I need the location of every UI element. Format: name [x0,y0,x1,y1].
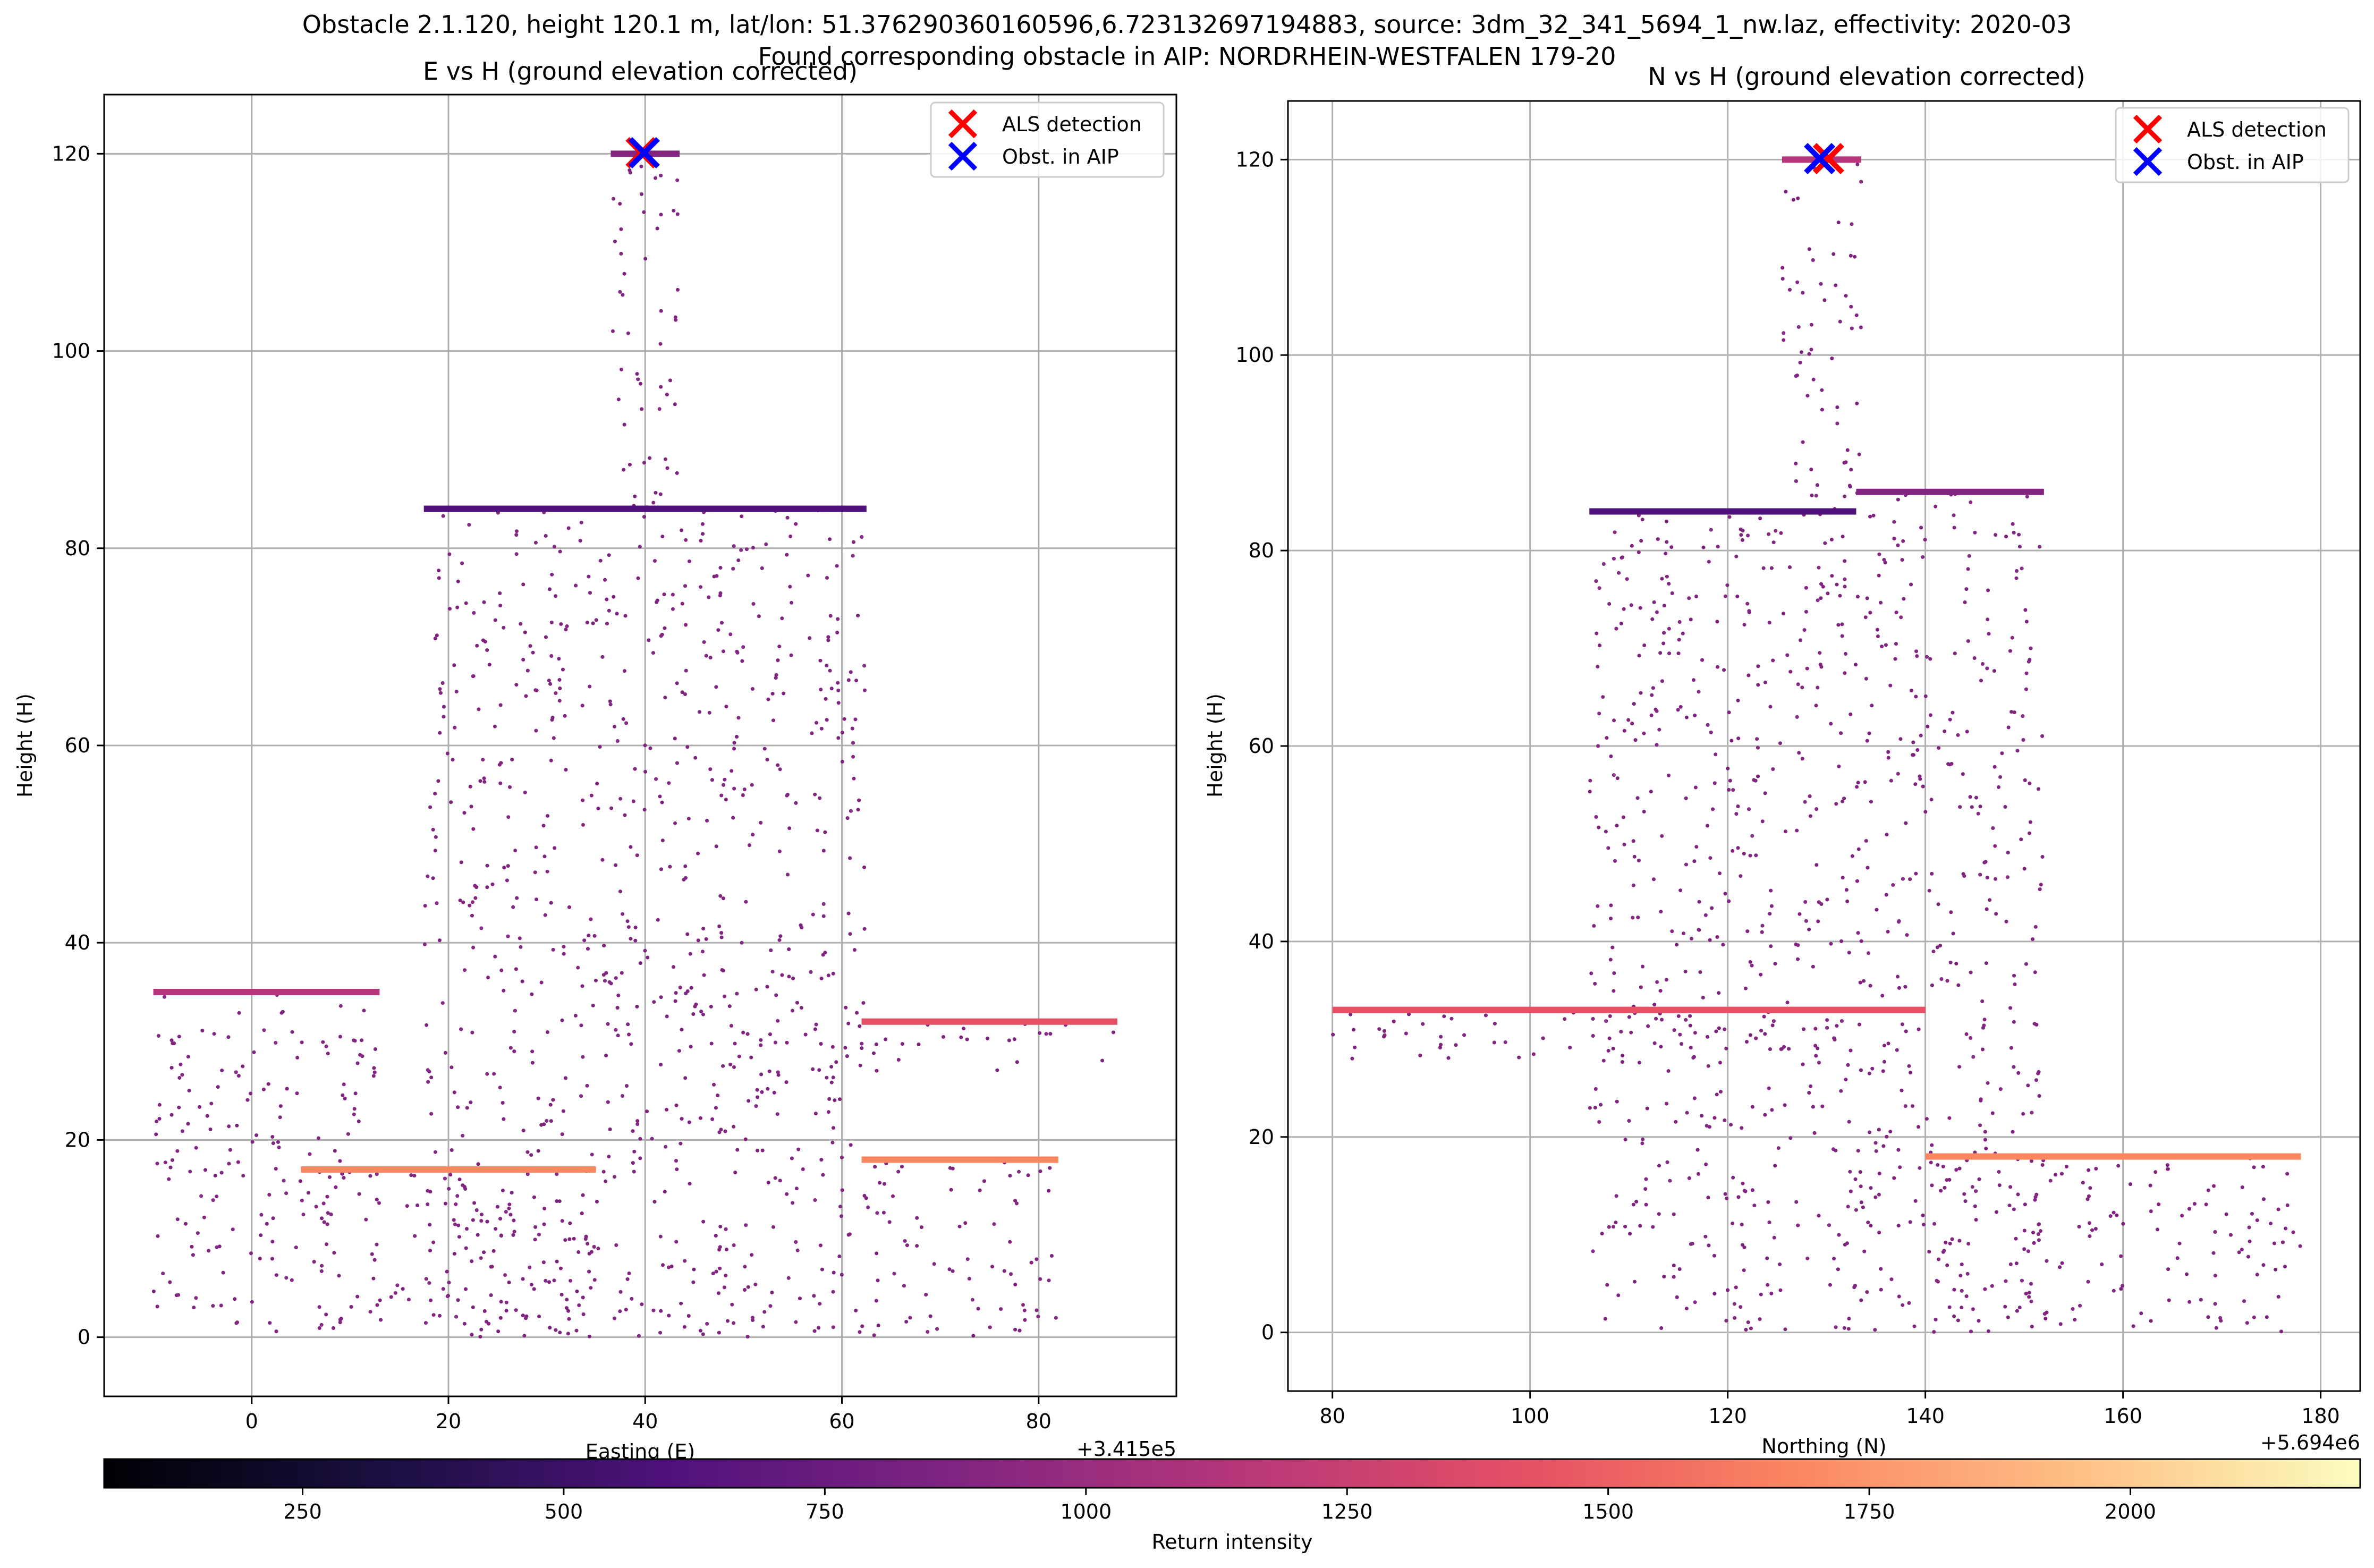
legend-label-obst-in-aip: Obst. in AIP [2187,150,2304,174]
colorbar-tick-label: 2000 [2105,1500,2156,1523]
marker-obst-in-aip [1804,142,1836,175]
chart-panel-n-vs-h: N vs H (ground elevation corrected) 80 10… [1203,62,2361,1458]
point-cloud [151,164,1115,1339]
x-axis-ticks: 80 100 120 140 160 180 [1320,1391,2340,1428]
chart-panel-e-vs-h: E vs H (ground elevation corrected) 0 20 4… [13,57,1177,1463]
y-tick-label: 40 [65,931,90,954]
chart-title-n-vs-h: N vs H (ground elevation corrected) [1648,62,2085,91]
x-tick-label: 160 [2104,1404,2142,1428]
colorbar-tick-label: 1750 [1844,1500,1895,1523]
x-tick-label: 180 [2301,1404,2340,1428]
structure-top-band [861,1156,1058,1163]
structure-top-band [1856,488,2044,495]
scatter-points [151,150,1117,1339]
x-tick-label: 100 [1511,1404,1549,1428]
y-tick-label: 120 [52,142,90,165]
grid-lines [104,95,1176,1396]
colorbar-tick-label: 1250 [1321,1500,1373,1523]
y-axis-ticks: 0 20 40 60 80 100 120 [52,142,104,1349]
structure-top-band [1332,1006,1926,1013]
x-tick-label: 80 [1026,1410,1052,1433]
legend-label-als-detection: ALS detection [1002,113,1142,136]
legend-marker-als-detection [2133,114,2163,144]
colorbar-ticks: 250 500 750 1000 1250 1500 1750 2000 [283,1488,2156,1523]
x-tick-label: 20 [436,1410,461,1433]
obstacle-markers [1804,142,1844,175]
structure-top-band [861,1018,1117,1025]
x-tick-label: 80 [1320,1404,1345,1428]
y-tick-label: 100 [52,340,90,363]
y-tick-label: 20 [1249,1125,1274,1149]
x-tick-label: 60 [829,1410,854,1433]
structure-top-band [423,505,867,512]
colorbar-gradient [103,1458,2361,1489]
y-tick-label: 120 [1235,148,1274,171]
scatter-points [1331,156,2302,1334]
legend-marker-obst-in-aip [2133,147,2163,176]
legend-marker-obst-in-aip [948,141,978,171]
legend: ALS detection Obst. in AIP [930,101,1165,178]
structure-top-band [153,989,380,996]
x-offset-label: +3.415e5 [1076,1437,1176,1461]
figure-title-line1: Obstacle 2.1.120, height 120.1 m, lat/lo… [302,10,2072,39]
x-offset-label: +5.694e6 [2260,1431,2360,1454]
x-axis-label: Northing (N) [1761,1435,1886,1458]
y-axis-ticks: 0 20 40 60 80 100 120 [1235,148,1288,1344]
colorbar-tick-label: 500 [545,1500,583,1523]
obstacle-markers [625,137,660,169]
x-tick-label: 0 [245,1410,258,1433]
x-axis-ticks: 0 20 40 60 80 [245,1396,1052,1433]
x-tick-label: 140 [1906,1404,1945,1428]
y-tick-label: 80 [65,537,90,560]
colorbar-tick-label: 1000 [1060,1500,1112,1523]
colorbar-tick-label: 250 [283,1500,322,1523]
chart-title-e-vs-h: E vs H (ground elevation corrected) [423,57,858,86]
y-tick-label: 40 [1249,930,1274,953]
grid-lines [1288,101,2360,1391]
marker-obst-in-aip [628,137,660,169]
figure-title-line2: Found corresponding obstacle in AIP: NOR… [758,42,1616,71]
y-axis-label: Height (H) [13,693,37,798]
legend: ALS detection Obst. in AIP [2115,107,2350,183]
x-tick-label: 40 [632,1410,658,1433]
structure-top-band [301,1166,596,1173]
y-axis-label: Height (H) [1203,693,1227,798]
y-tick-label: 0 [78,1326,90,1349]
legend-label-als-detection: ALS detection [2187,118,2327,141]
point-cloud [1331,162,2302,1334]
y-tick-label: 100 [1235,343,1274,367]
colorbar: 250 500 750 1000 1250 1500 1750 2000 Return int… [103,1458,2361,1554]
y-tick-label: 60 [65,734,90,757]
marker-als-detection [1812,142,1844,175]
structure-top-band [1589,508,1856,515]
structure-top-band [1925,1153,2301,1160]
y-tick-label: 0 [1261,1321,1274,1344]
legend-marker-als-detection [948,109,978,139]
colorbar-tick-label: 1500 [1582,1500,1634,1523]
x-tick-label: 120 [1708,1404,1747,1428]
colorbar-label: Return intensity [1152,1530,1313,1554]
y-tick-label: 20 [65,1128,90,1151]
y-tick-label: 80 [1249,539,1274,562]
colorbar-tick-label: 750 [806,1500,844,1523]
legend-label-obst-in-aip: Obst. in AIP [1002,145,1119,168]
y-tick-label: 60 [1249,734,1274,758]
